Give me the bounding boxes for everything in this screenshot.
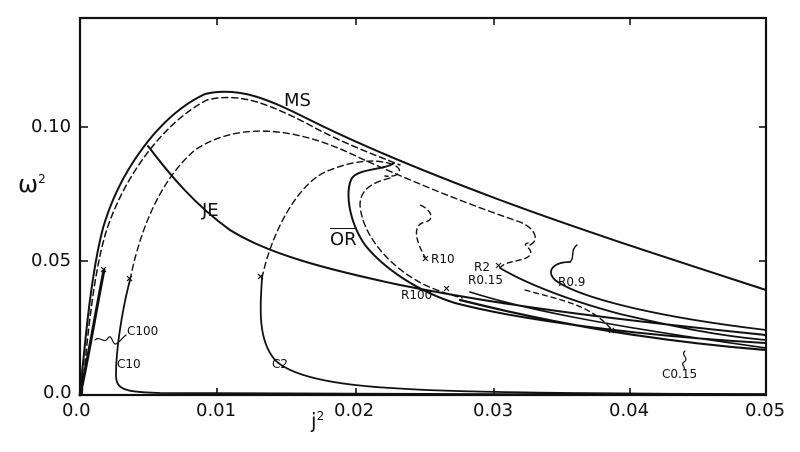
label-r2: R2 [474, 260, 490, 274]
curve-r015 [499, 242, 532, 269]
curve-c10-dashed [129, 130, 536, 281]
c100-pointer [94, 334, 127, 345]
curve-c2 [259, 277, 767, 395]
c015-pointer [682, 350, 687, 371]
x-tick-0-03: 0.03 [473, 400, 514, 421]
label-c10: C10 [117, 357, 141, 371]
curve-r10 [415, 204, 432, 260]
label-r100: R100 [401, 288, 433, 302]
curve-c100 [78, 268, 106, 397]
y-axis-label: ω2 [18, 172, 46, 196]
label-c015: C0.15 [662, 367, 698, 381]
curve-c10 [115, 279, 767, 396]
x-axis-label-sup: 2 [316, 409, 325, 423]
label-c100: C100 [127, 324, 159, 338]
y-tick-0-10: 0.10 [31, 116, 72, 137]
y-tick-0-0: 0.0 [43, 382, 72, 403]
curve-c2-dashed [261, 160, 401, 279]
curve-ms [79, 90, 767, 396]
x-tick-0-05: 0.05 [745, 400, 786, 421]
label-r09: R0.9 [558, 275, 586, 289]
label-je: JE [202, 200, 219, 221]
x-tick-0-02: 0.02 [334, 400, 375, 421]
curve-or-dashed [359, 177, 463, 299]
y-axis-label-sup: 2 [38, 172, 46, 186]
curve-r2-b [469, 291, 767, 349]
y-ticks [80, 126, 766, 262]
x-axis-label-base: j [311, 408, 317, 433]
curve-r2 [499, 267, 767, 341]
x-tick-0-0: 0.0 [62, 400, 91, 421]
cross-markers [100, 255, 615, 334]
curve-r09-wiggle [569, 244, 578, 263]
curve-c015 [458, 298, 768, 352]
label-r10: R10 [431, 252, 455, 266]
y-tick-0-05: 0.05 [31, 250, 72, 271]
curve-or [347, 162, 767, 344]
y-axis-label-base: ω [18, 170, 39, 198]
x-tick-0-04: 0.04 [609, 400, 650, 421]
curve-ms-dashed [81, 96, 401, 396]
plot-frame [78, 16, 768, 397]
label-or: OR [330, 229, 357, 250]
curve-r09 [550, 261, 767, 331]
x-tick-0-01: 0.01 [196, 400, 237, 421]
label-ms: MS [284, 90, 311, 111]
label-r015: R0.15 [468, 273, 504, 287]
x-axis-label: j2 [311, 410, 324, 431]
curve-r015-b [524, 289, 613, 331]
label-c2: C2 [272, 357, 289, 371]
curve-je [147, 145, 767, 336]
